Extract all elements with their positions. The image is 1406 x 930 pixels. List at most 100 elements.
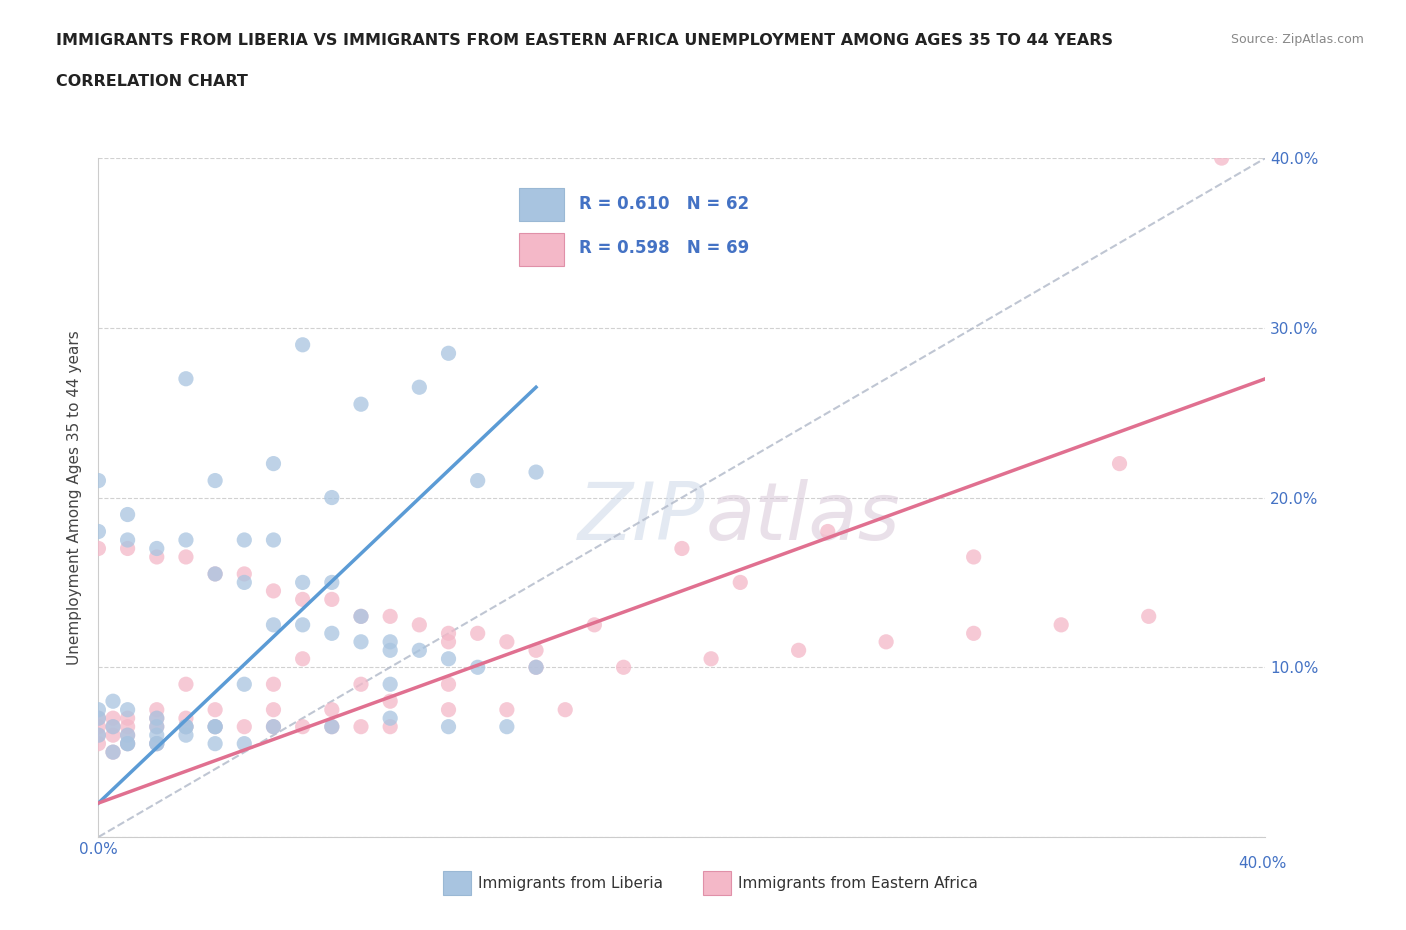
Point [524, 465, 547, 480]
Point [87, 727, 110, 742]
Point [262, 702, 284, 717]
Point [291, 338, 314, 352]
Point [87, 727, 110, 742]
Point [817, 525, 839, 539]
Point [117, 702, 139, 717]
Point [87, 719, 110, 734]
Point [174, 727, 197, 742]
Point [87, 541, 110, 556]
Point [174, 371, 197, 386]
Point [101, 727, 124, 742]
Point [233, 719, 256, 734]
Point [321, 575, 343, 590]
Text: IMMIGRANTS FROM LIBERIA VS IMMIGRANTS FROM EASTERN AFRICA UNEMPLOYMENT AMONG AGE: IMMIGRANTS FROM LIBERIA VS IMMIGRANTS FR… [56, 33, 1114, 47]
Text: Source: ZipAtlas.com: Source: ZipAtlas.com [1230, 33, 1364, 46]
Point [408, 643, 430, 658]
Point [174, 719, 197, 734]
Point [117, 737, 139, 751]
Point [437, 719, 460, 734]
Point [437, 677, 460, 692]
Point [233, 575, 256, 590]
Point [378, 677, 402, 692]
Point [233, 533, 256, 548]
Point [174, 550, 197, 565]
Point [146, 727, 169, 742]
Point [101, 694, 124, 709]
Point [174, 533, 197, 548]
Point [350, 609, 373, 624]
Point [262, 719, 284, 734]
Point [204, 566, 226, 581]
Point [101, 719, 124, 734]
Point [671, 541, 693, 556]
Point [437, 626, 460, 641]
Point [875, 634, 897, 649]
Point [728, 575, 751, 590]
Point [117, 727, 139, 742]
Point [87, 702, 110, 717]
Point [787, 643, 810, 658]
Point [204, 566, 226, 581]
Point [174, 711, 197, 725]
Point [262, 533, 284, 548]
Point [146, 737, 169, 751]
Point [174, 719, 197, 734]
Point [321, 490, 343, 505]
Point [495, 702, 517, 717]
Point [146, 711, 169, 725]
Point [291, 575, 314, 590]
Point [146, 737, 169, 751]
Text: R = 0.610   N = 62: R = 0.610 N = 62 [579, 195, 749, 213]
Point [146, 711, 169, 725]
Point [204, 702, 226, 717]
Point [321, 719, 343, 734]
Point [174, 677, 197, 692]
Bar [703, 871, 731, 895]
Point [291, 719, 314, 734]
Point [87, 711, 110, 725]
Point [87, 525, 110, 539]
Point [554, 702, 576, 717]
Point [117, 727, 139, 742]
Point [117, 719, 139, 734]
Point [1050, 618, 1073, 632]
Point [700, 651, 723, 666]
Bar [443, 871, 471, 895]
Text: Immigrants from Eastern Africa: Immigrants from Eastern Africa [738, 875, 979, 891]
Text: Immigrants from Liberia: Immigrants from Liberia [478, 875, 664, 891]
Point [262, 719, 284, 734]
Point [262, 583, 284, 598]
Point [350, 634, 373, 649]
Text: CORRELATION CHART: CORRELATION CHART [56, 74, 247, 89]
Point [262, 457, 284, 472]
Point [321, 592, 343, 607]
Point [467, 660, 489, 675]
Point [321, 626, 343, 641]
Point [146, 550, 169, 565]
Point [378, 694, 402, 709]
Point [291, 618, 314, 632]
Point [204, 737, 226, 751]
Point [962, 626, 984, 641]
Y-axis label: Unemployment Among Ages 35 to 44 years: Unemployment Among Ages 35 to 44 years [67, 330, 83, 665]
Point [495, 634, 517, 649]
Point [350, 719, 373, 734]
Point [350, 609, 373, 624]
Point [321, 719, 343, 734]
Point [117, 533, 139, 548]
Point [291, 592, 314, 607]
Point [524, 660, 547, 675]
Point [291, 651, 314, 666]
Point [437, 651, 460, 666]
Point [87, 711, 110, 725]
Point [204, 719, 226, 734]
Point [117, 507, 139, 522]
Point [437, 346, 460, 361]
FancyBboxPatch shape [519, 232, 564, 266]
Point [117, 737, 139, 751]
Point [408, 618, 430, 632]
Point [146, 719, 169, 734]
FancyBboxPatch shape [519, 188, 564, 221]
Point [101, 745, 124, 760]
Point [101, 745, 124, 760]
